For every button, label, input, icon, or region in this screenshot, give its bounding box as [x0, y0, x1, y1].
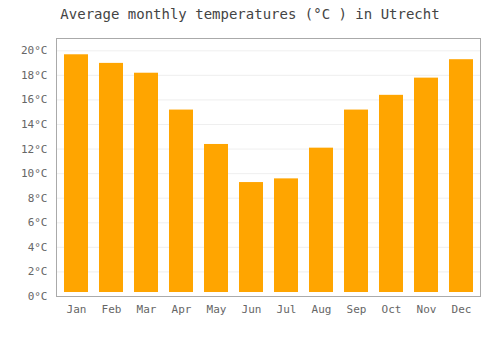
svg-text:Apr: Apr [172, 303, 192, 316]
svg-text:Jul: Jul [277, 303, 297, 316]
svg-text:Jun: Jun [242, 303, 262, 316]
svg-text:Aug: Aug [312, 303, 332, 316]
svg-text:12°C: 12°C [21, 143, 48, 156]
svg-text:0°C: 0°C [28, 290, 48, 303]
svg-text:20°C: 20°C [21, 44, 48, 57]
html-text:Average monthly temperatures (: Average monthly temperatures (°C ) in Ut… [60, 6, 440, 22]
svg-text:May: May [207, 303, 227, 316]
svg-text:Sep: Sep [347, 303, 367, 316]
svg-text:10°C: 10°C [21, 167, 48, 180]
svg-text:Mar: Mar [137, 303, 157, 316]
svg-text:Feb: Feb [102, 303, 122, 316]
svg-text:6°C: 6°C [28, 216, 48, 229]
svg-text:Dec: Dec [452, 303, 472, 316]
svg-text:14°C: 14°C [21, 118, 48, 131]
svg-text:4°C: 4°C [28, 241, 48, 254]
svg-text:Jan: Jan [67, 303, 87, 316]
svg-text:2°C: 2°C [28, 265, 48, 278]
svg-text:18°C: 18°C [21, 69, 48, 82]
svg-text:Oct: Oct [382, 303, 402, 316]
svg-text:16°C: 16°C [21, 93, 48, 106]
svg-text:8°C: 8°C [28, 192, 48, 205]
svg-text:Nov: Nov [417, 303, 437, 316]
